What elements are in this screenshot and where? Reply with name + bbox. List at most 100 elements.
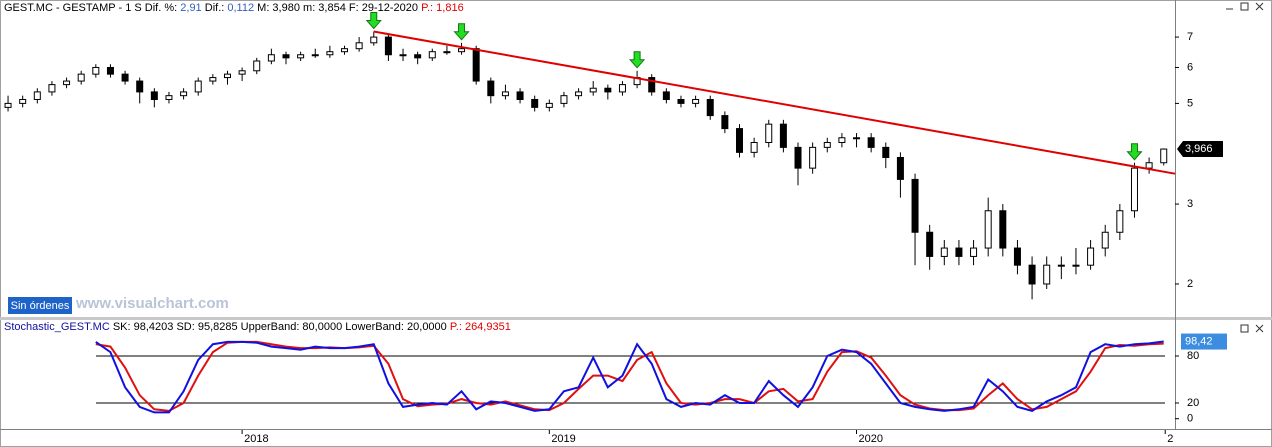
orders-button-label[interactable]: Sin órdenes — [11, 300, 70, 312]
candle-body — [487, 80, 495, 97]
candle-body — [180, 91, 188, 97]
x-tick-label: 2018 — [244, 433, 268, 445]
candle-body — [414, 54, 422, 59]
x-tick-label: 2019 — [551, 433, 575, 445]
label: Dif. %: — [145, 2, 177, 14]
candle-body — [867, 137, 875, 148]
signal-arrow — [628, 51, 646, 69]
candle-body — [662, 91, 670, 100]
last-price-pointer — [1177, 141, 1223, 158]
candle-body — [443, 51, 451, 54]
indicator-line — [95, 340, 1164, 414]
candle-body — [765, 123, 773, 144]
candle-body — [1043, 264, 1051, 285]
candle-body — [238, 70, 246, 75]
candle-body — [926, 231, 934, 257]
candle-body — [92, 66, 100, 75]
close-button[interactable] — [1255, 324, 1264, 333]
close-button[interactable] — [1255, 2, 1264, 11]
candle-body — [501, 91, 509, 97]
candle-body — [1145, 162, 1153, 169]
value: 0,112 — [227, 2, 254, 14]
maximize-button[interactable] — [1240, 2, 1249, 11]
x-tick-label: 2 — [1167, 433, 1173, 445]
candle-body — [779, 123, 787, 148]
value: SK: 98,4203 — [113, 321, 174, 333]
candle-body — [150, 91, 158, 100]
candle-body — [911, 178, 919, 233]
candle-body — [531, 98, 539, 108]
signal-arrow — [453, 23, 470, 41]
candle-body — [253, 60, 261, 72]
candle-body — [4, 102, 12, 108]
candle-body — [209, 77, 217, 82]
candle-body — [33, 91, 41, 100]
candle-body — [750, 142, 758, 153]
candle-body — [706, 98, 714, 117]
candle-body — [165, 95, 173, 100]
candle-body — [1013, 247, 1021, 266]
candle-body — [721, 115, 729, 130]
candle-body — [516, 91, 524, 100]
candle-body — [77, 73, 85, 82]
last-value-label: 98,42 — [1185, 335, 1213, 347]
candle-body — [940, 247, 948, 257]
candle-body — [297, 54, 305, 59]
signal-arrow — [365, 12, 382, 30]
value: SD: 95,8285 — [176, 321, 237, 333]
indicator-header: Stochastic_GEST.MC SK: 98,4203 SD: 95,82… — [4, 321, 511, 333]
candle-body — [384, 36, 392, 56]
indicator-name: Stochastic_GEST.MC — [4, 321, 110, 333]
candle-body — [823, 142, 831, 148]
y-tick-label: 20 — [1187, 397, 1199, 409]
candle-body — [428, 51, 436, 59]
candle-body — [399, 54, 407, 57]
candle-body — [618, 84, 626, 93]
candle-body — [692, 98, 700, 104]
candle-body — [370, 36, 378, 44]
candle-body — [311, 54, 319, 57]
value: M: 3,980 — [257, 2, 300, 14]
y-tick-label: 3 — [1187, 198, 1193, 210]
indicator-line — [95, 340, 1164, 412]
candle-body — [882, 146, 890, 158]
signal-arrow — [1126, 143, 1143, 161]
candle-body — [955, 247, 963, 257]
label: Dif.: — [205, 2, 225, 14]
candle-body — [735, 128, 743, 153]
value: P.: 1,816 — [421, 2, 464, 14]
candle-body — [677, 98, 685, 104]
y-tick-label: 0 — [1187, 413, 1193, 425]
candle-body — [560, 95, 568, 104]
header: GEST.MC - GESTAMP - 1 S Dif. %: 2,91 Dif… — [4, 2, 464, 14]
maximize-button[interactable] — [1240, 324, 1249, 333]
candle-body — [896, 156, 904, 180]
candle-body — [1028, 264, 1036, 285]
candle-body — [1101, 231, 1109, 249]
candle-body — [48, 84, 56, 93]
watermark: www.visualchart.com — [75, 295, 229, 312]
candle-body — [809, 146, 817, 169]
candle-body — [341, 48, 349, 53]
candle-body — [838, 137, 846, 144]
value: LowerBand: 20,0000 — [345, 321, 447, 333]
pane-separator — [0, 317, 1272, 320]
candle-body — [999, 210, 1007, 249]
candle-body — [326, 51, 334, 56]
value: P.: 264,9351 — [450, 321, 511, 333]
candle-body — [794, 146, 802, 169]
symbol: GEST.MC - GESTAMP - 1 S — [4, 2, 142, 14]
y-tick-label: 2 — [1187, 278, 1193, 290]
candle-body — [136, 80, 144, 93]
trendline — [373, 30, 1176, 175]
candle-body — [545, 102, 553, 108]
candle-body — [106, 66, 114, 75]
orders-button[interactable] — [8, 297, 72, 314]
candle-body — [458, 48, 466, 53]
candle-body — [194, 80, 202, 93]
candle-body — [355, 42, 363, 50]
candle-body — [121, 73, 129, 82]
value: 2,91 — [180, 2, 201, 14]
